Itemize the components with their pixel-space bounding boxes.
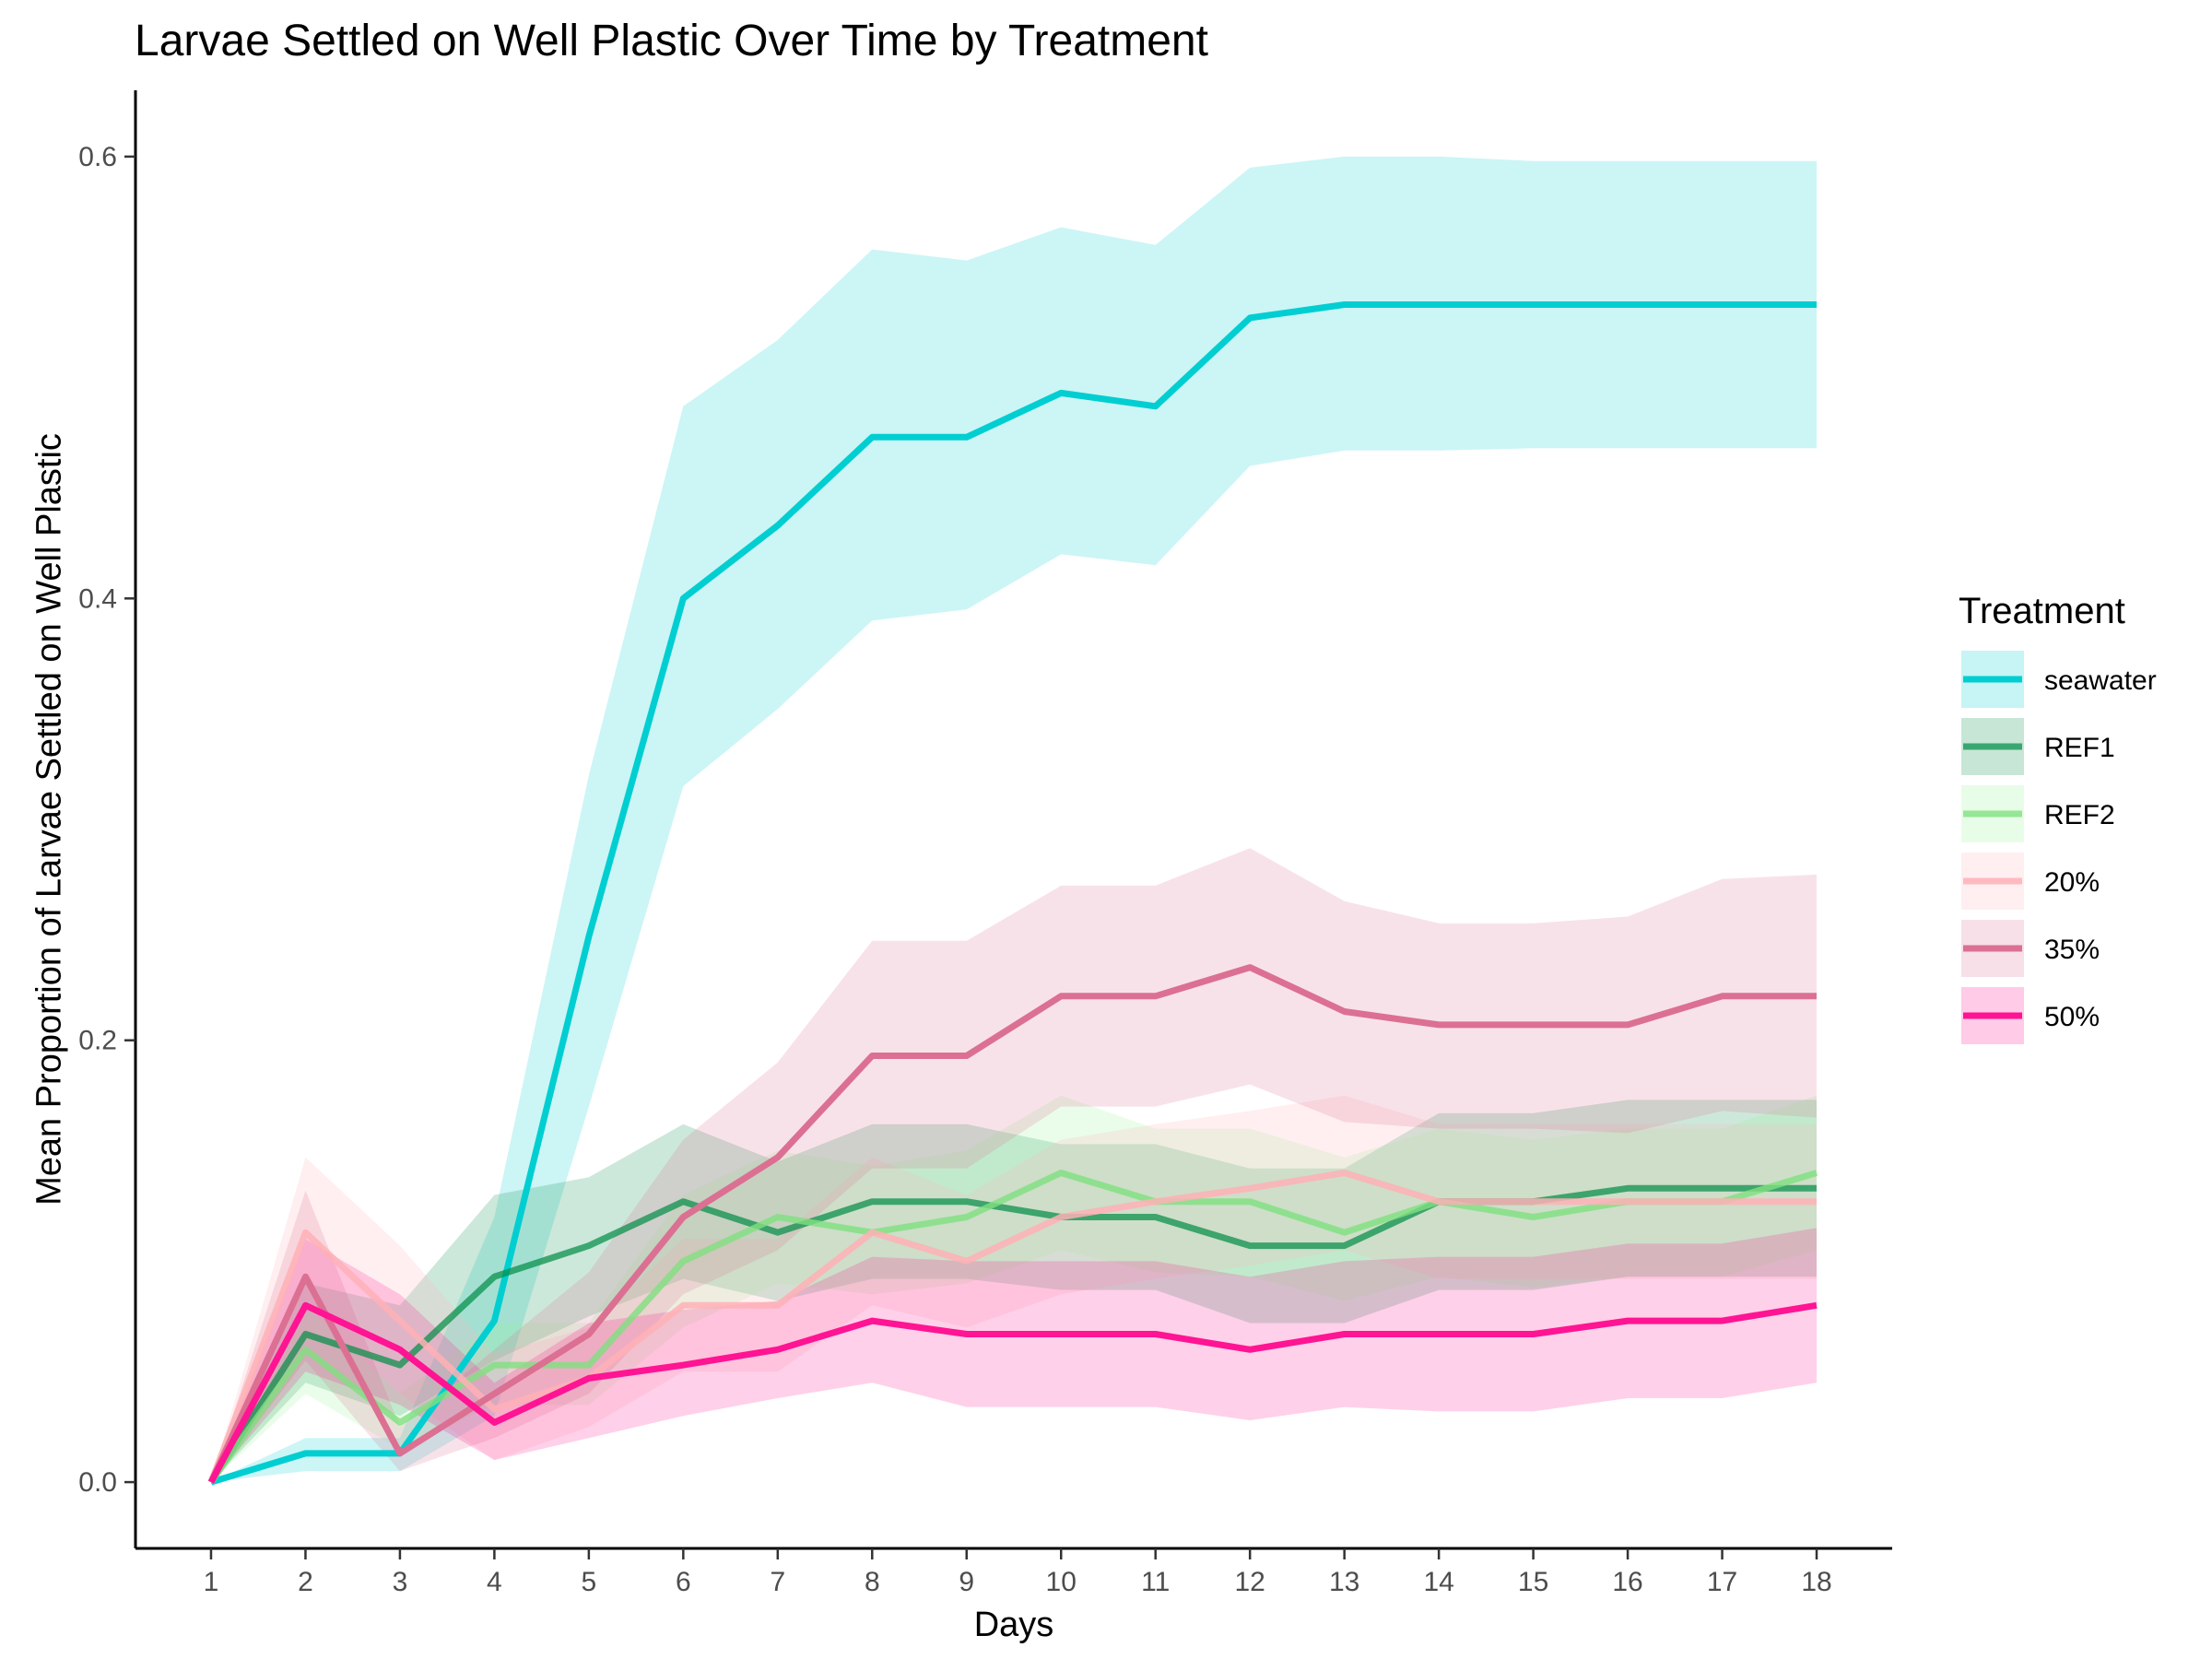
x-tick-label: 10: [1046, 1567, 1077, 1597]
x-tick-label: 16: [1612, 1567, 1642, 1597]
legend-item-20pct: 20%: [1961, 853, 2100, 910]
y-tick-label: 0.4: [78, 583, 117, 614]
x-tick-label: 12: [1234, 1567, 1265, 1597]
x-tick-label: 15: [1518, 1567, 1548, 1597]
legend: Treatment seawater REF1 REF2 20% 35% 50%: [1959, 591, 2157, 1044]
legend-item-ref1: REF1: [1961, 718, 2115, 775]
x-tick-label: 2: [298, 1567, 313, 1597]
y-axis-title: Mean Proportion of Larvae Settled on Wel…: [29, 433, 68, 1206]
band-35pct: [211, 848, 1817, 1483]
legend-label: 35%: [2044, 935, 2100, 965]
legend-label: REF2: [2044, 800, 2115, 830]
band-seawater: [211, 156, 1817, 1483]
legend-item-50pct: 50%: [1961, 987, 2100, 1044]
x-tick-label: 14: [1423, 1567, 1453, 1597]
x-tick-label: 13: [1329, 1567, 1359, 1597]
line-ref2: [208, 1170, 1818, 1485]
y-tick-label: 0.0: [78, 1467, 117, 1498]
y-tick-label: 0.2: [78, 1026, 117, 1056]
legend-label: REF1: [2044, 733, 2115, 763]
line-50pct: [207, 1301, 1818, 1484]
legend-item-ref2: REF2: [1961, 785, 2115, 842]
x-axis-title: Days: [974, 1606, 1054, 1644]
x-tick-label: 17: [1707, 1567, 1737, 1597]
axes: [134, 90, 1892, 1550]
legend-title: Treatment: [1959, 591, 2125, 631]
band-50pct: [211, 1228, 1817, 1483]
series-lines: [207, 301, 1818, 1486]
x-tick-label: 9: [959, 1567, 974, 1597]
x-tick-label: 1: [204, 1567, 219, 1597]
line-20pct: [207, 1170, 1817, 1484]
x-axis-ticks: 1 2 3 4 5 6 7 8 9 10 11 12 13 14 15 16 17 18: [204, 1548, 1832, 1597]
legend-label: 20%: [2044, 867, 2100, 898]
x-tick-label: 5: [582, 1567, 597, 1597]
line-35pct: [207, 964, 1817, 1484]
x-tick-label: 7: [770, 1567, 785, 1597]
x-tick-label: 11: [1141, 1567, 1170, 1597]
y-axis-ticks: 0.0 0.2 0.4 0.6: [78, 142, 135, 1498]
x-tick-label: 3: [393, 1567, 408, 1597]
line-seawater: [209, 301, 1817, 1486]
legend-item-seawater: seawater: [1961, 651, 2157, 708]
chart-title: Larvae Settled on Well Plastic Over Time…: [135, 17, 1208, 65]
x-tick-label: 6: [676, 1567, 691, 1597]
legend-label: seawater: [2044, 665, 2157, 696]
y-tick-label: 0.6: [78, 142, 117, 172]
x-tick-label: 8: [865, 1567, 880, 1597]
confidence-bands: [211, 156, 1817, 1483]
legend-items: seawater REF1 REF2 20% 35% 50%: [1961, 651, 2157, 1044]
legend-item-35pct: 35%: [1961, 920, 2100, 977]
x-tick-label: 18: [1801, 1567, 1831, 1597]
x-tick-label: 4: [487, 1567, 502, 1597]
legend-label: 50%: [2044, 1002, 2100, 1032]
